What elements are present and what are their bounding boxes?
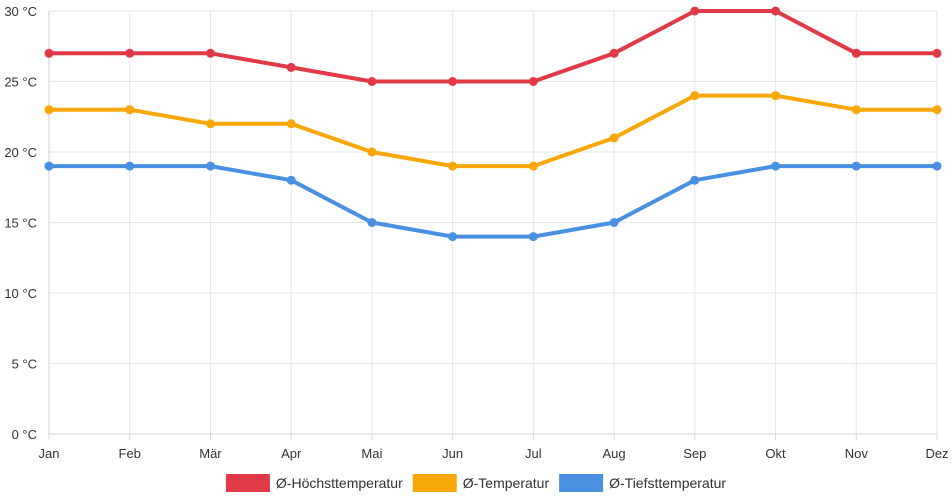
- series-1: [44, 6, 942, 86]
- data-point[interactable]: [528, 232, 538, 242]
- legend-swatch: [225, 474, 270, 492]
- legend[interactable]: Ø-Höchsttemperatur Ø-Temperatur Ø-Tiefstte…: [225, 474, 726, 492]
- series: [44, 6, 942, 242]
- data-point[interactable]: [771, 91, 781, 101]
- data-point[interactable]: [771, 161, 781, 171]
- axes: 0 °C 5 °C 10 °C 15 °C 20 °C 25 °C 30 °C Jan Feb M…: [4, 4, 948, 461]
- legend-label: Ø-Höchsttemperatur: [276, 475, 403, 491]
- grid: [48, 10, 938, 435]
- data-point[interactable]: [367, 147, 377, 157]
- legend-label: Ø-Temperatur: [463, 475, 550, 491]
- data-point[interactable]: [690, 91, 700, 101]
- data-point[interactable]: [367, 218, 377, 227]
- data-point[interactable]: [448, 77, 458, 86]
- series-line: [47, 9, 939, 84]
- data-point[interactable]: [125, 105, 135, 115]
- data-point[interactable]: [205, 48, 215, 58]
- legend-item[interactable]: Ø-Höchsttemperatur: [225, 474, 403, 492]
- y-tick-label: 10 °C: [4, 286, 37, 301]
- x-tick-label: Apr: [281, 446, 302, 461]
- x-tick-label: Sep: [683, 446, 706, 461]
- data-point[interactable]: [528, 77, 538, 86]
- x-tick-label: Feb: [119, 446, 141, 461]
- data-point[interactable]: [286, 119, 296, 129]
- x-tick-label: Mär: [199, 446, 222, 461]
- y-tick-label: 25 °C: [4, 75, 37, 90]
- data-point[interactable]: [44, 105, 54, 115]
- data-point[interactable]: [932, 161, 942, 171]
- y-tick-label: 20 °C: [4, 145, 37, 160]
- data-point[interactable]: [205, 161, 215, 171]
- x-tick-label: Nov: [845, 446, 869, 461]
- x-tick-label: Jan: [39, 446, 60, 461]
- data-point[interactable]: [286, 175, 296, 185]
- data-point[interactable]: [44, 48, 54, 58]
- data-point[interactable]: [932, 48, 942, 58]
- x-tick-label: Jun: [442, 446, 463, 461]
- y-tick-label: 30 °C: [4, 4, 37, 19]
- legend-item[interactable]: Ø-Tiefsttemperatur: [559, 474, 726, 492]
- legend-swatch: [559, 474, 604, 492]
- x-tick-label: Okt: [765, 446, 786, 461]
- data-point[interactable]: [851, 48, 861, 58]
- data-point[interactable]: [609, 133, 619, 143]
- data-point[interactable]: [609, 48, 619, 58]
- y-tick-label: 15 °C: [4, 216, 37, 231]
- legend-label: Ø-Tiefsttemperatur: [609, 475, 726, 491]
- data-point[interactable]: [286, 62, 296, 72]
- data-point[interactable]: [125, 161, 135, 171]
- data-point[interactable]: [528, 161, 538, 171]
- y-tick-label: 5 °C: [12, 357, 37, 372]
- series-3: [44, 161, 942, 242]
- data-point[interactable]: [690, 6, 700, 16]
- y-tick-label: 0 °C: [12, 427, 37, 442]
- data-point[interactable]: [367, 77, 377, 86]
- x-tick-label: Jul: [525, 446, 542, 461]
- data-point[interactable]: [448, 232, 458, 242]
- data-point[interactable]: [125, 48, 135, 58]
- x-tick-label: Mai: [361, 446, 382, 461]
- data-point[interactable]: [690, 175, 700, 185]
- legend-swatch: [412, 474, 457, 492]
- series-2: [44, 91, 942, 171]
- data-point[interactable]: [44, 161, 54, 171]
- data-point[interactable]: [851, 105, 861, 115]
- data-point[interactable]: [609, 218, 619, 227]
- data-point[interactable]: [205, 119, 215, 129]
- data-point[interactable]: [771, 6, 781, 16]
- series-line: [47, 93, 939, 169]
- legend-item[interactable]: Ø-Temperatur: [412, 474, 550, 492]
- x-tick-label: Aug: [603, 446, 626, 461]
- data-point[interactable]: [448, 161, 458, 171]
- data-point[interactable]: [851, 161, 861, 171]
- series-line: [47, 164, 939, 239]
- data-point[interactable]: [932, 105, 942, 115]
- x-tick-label: Dez: [925, 446, 948, 461]
